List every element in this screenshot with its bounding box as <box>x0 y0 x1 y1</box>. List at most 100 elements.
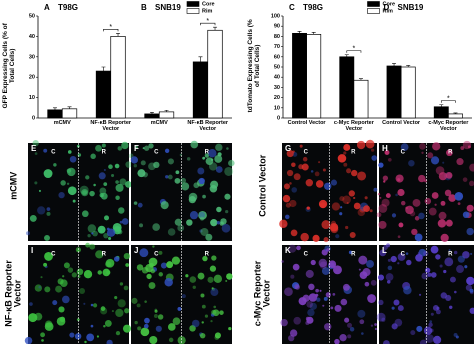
cell <box>310 170 314 173</box>
cell <box>125 181 132 188</box>
cell <box>123 285 129 291</box>
cell <box>305 269 314 278</box>
cell <box>193 182 200 189</box>
error-bar <box>439 104 444 107</box>
cell <box>295 285 300 290</box>
cell <box>418 174 426 183</box>
cell <box>457 255 465 263</box>
cell <box>199 216 205 221</box>
cell <box>208 149 217 158</box>
cell <box>202 194 206 199</box>
row-label: c-Myc Reporter Vector <box>252 260 272 327</box>
cell <box>79 185 89 195</box>
cell <box>323 296 328 301</box>
cell <box>86 333 95 342</box>
cell <box>93 183 96 187</box>
cell <box>308 293 318 302</box>
cell <box>34 284 43 292</box>
y-tick-label: 10 <box>29 95 35 101</box>
cell <box>381 317 386 322</box>
cell <box>397 235 401 239</box>
cell <box>121 141 129 150</box>
cell <box>214 155 223 163</box>
y-tick-label: 50 <box>274 64 280 70</box>
cell <box>378 220 387 229</box>
cell <box>100 306 106 311</box>
cell <box>189 325 196 332</box>
cell <box>76 318 80 322</box>
cell <box>432 304 439 311</box>
cell <box>421 151 424 154</box>
cell <box>40 276 43 279</box>
cell <box>167 323 176 331</box>
region-label: C <box>304 150 309 156</box>
cell <box>322 304 325 307</box>
cell <box>390 255 397 263</box>
cell <box>144 300 147 303</box>
cell <box>406 259 412 266</box>
region-label: C <box>401 252 406 258</box>
cell <box>114 296 118 300</box>
cell <box>386 243 391 248</box>
cell <box>298 297 307 306</box>
y-tick-label: 20 <box>29 75 35 81</box>
cell <box>430 312 434 316</box>
cell <box>171 256 181 265</box>
cell <box>96 335 100 338</box>
cell <box>143 323 149 329</box>
cell <box>32 139 39 147</box>
cell <box>442 161 445 164</box>
cell <box>202 156 206 160</box>
error-bar <box>116 33 121 37</box>
region-label: R <box>351 252 356 258</box>
cell <box>211 287 214 290</box>
y-tick-label: 90 <box>274 24 280 30</box>
cell <box>435 309 441 315</box>
bar <box>292 32 307 119</box>
cell <box>427 152 434 159</box>
cell <box>342 283 350 291</box>
cell <box>81 189 89 197</box>
cell <box>376 212 382 218</box>
cell <box>95 144 102 152</box>
cell <box>329 223 339 232</box>
cell <box>425 267 431 273</box>
cell <box>81 210 89 218</box>
cell <box>334 304 342 312</box>
cell <box>177 224 185 232</box>
cell <box>359 319 365 325</box>
cell <box>143 145 150 151</box>
cell <box>469 288 474 293</box>
cell <box>377 274 385 281</box>
cell <box>446 149 453 157</box>
cell <box>46 207 51 211</box>
cell <box>347 322 353 328</box>
cell <box>330 306 334 310</box>
cell <box>403 285 412 295</box>
cell <box>378 204 388 213</box>
cell <box>103 168 106 172</box>
cell <box>348 190 355 197</box>
significance-label: * <box>353 46 356 53</box>
cell <box>167 228 176 236</box>
cell <box>353 202 361 210</box>
cell <box>62 275 65 278</box>
cell <box>108 164 113 170</box>
cell <box>419 339 428 344</box>
error-bar <box>164 109 169 112</box>
cell <box>199 229 203 233</box>
cell <box>438 211 447 220</box>
cell <box>144 317 150 324</box>
cell <box>369 209 373 213</box>
cell <box>292 282 300 290</box>
cell <box>209 184 218 193</box>
cell <box>315 288 319 293</box>
cell <box>405 205 414 215</box>
cell <box>440 233 449 242</box>
cell <box>374 323 377 326</box>
cell <box>38 285 41 289</box>
cell <box>444 257 454 267</box>
cell <box>418 212 425 220</box>
cell <box>448 249 451 252</box>
